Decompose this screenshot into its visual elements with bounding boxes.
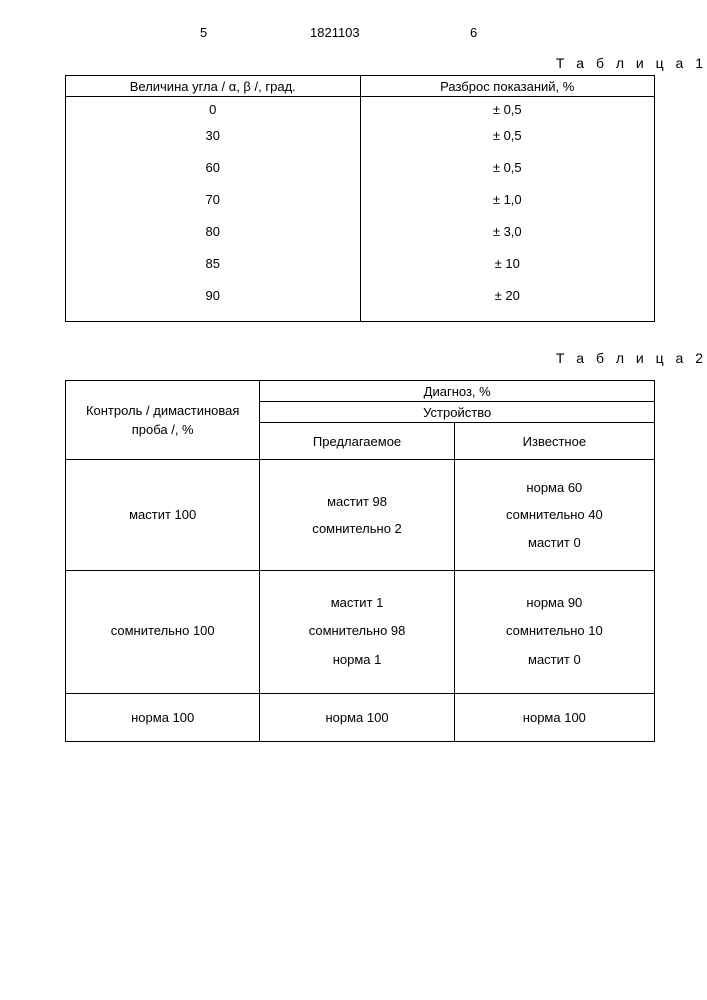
table1-spread: ± 0,5: [361, 157, 655, 189]
table1-col2-header: Разброс показаний, %: [360, 76, 655, 97]
table1-angle: 70: [66, 189, 360, 221]
table1-angle: 80: [66, 221, 360, 253]
table2-caption: Т а б л и ц а 2: [0, 350, 707, 366]
table2-col1-header-l1: Контроль / димастиновая: [86, 403, 239, 418]
table2-known-header: Известное: [454, 423, 654, 460]
table2-col1-header-l2: проба /, %: [132, 422, 194, 437]
table1: Величина угла / α, β /, град. Разброс по…: [65, 75, 655, 322]
table1-caption: Т а б л и ц а 1: [0, 55, 707, 71]
table2: Контроль / димастиновая проба /, % Диагн…: [65, 380, 655, 742]
table2-control-cell: сомнительно 100: [66, 570, 260, 693]
table1-angle: 90: [66, 285, 360, 317]
table1-spread: ± 1,0: [361, 189, 655, 221]
table2-known-cell: норма 100: [454, 693, 654, 741]
table1-spread: ± 20: [361, 285, 655, 317]
table2-control: мастит 100: [66, 487, 259, 542]
table1-spread: ± 3,0: [361, 221, 655, 253]
table2-row: мастит 100 мастит 98 сомнительно 2 норма…: [66, 460, 655, 571]
table2-device-header: Устройство: [260, 402, 655, 423]
page-number-right: 6: [470, 25, 477, 40]
table2-row: норма 100 норма 100 норма 100: [66, 693, 655, 741]
table1-angle: 30: [66, 125, 360, 157]
table1-spread: ± 10: [361, 253, 655, 285]
table2-proposed-line: сомнительно 2: [264, 515, 449, 542]
table1-angle: 85: [66, 253, 360, 285]
table2-known-cell: норма 90 сомнительно 10 мастит 0: [454, 570, 654, 693]
table2-known-cell: норма 60 сомнительно 40 мастит 0: [454, 460, 654, 571]
table2-proposed-cell: норма 100: [260, 693, 454, 741]
table2-known-line: мастит 0: [459, 646, 650, 675]
table2-proposed-line: мастит 1: [264, 589, 449, 618]
table2-row: сомнительно 100 мастит 1 сомнительно 98 …: [66, 570, 655, 693]
page-number-left: 5: [200, 25, 207, 40]
table2-control-cell: мастит 100: [66, 460, 260, 571]
table1-col1-header: Величина угла / α, β /, град.: [66, 76, 361, 97]
table1-col2-body: ± 0,5 ± 0,5 ± 0,5 ± 1,0 ± 3,0 ± 10 ± 20: [360, 97, 655, 322]
table2-known-line: норма 90: [459, 589, 650, 618]
table1-spread: ± 0,5: [361, 125, 655, 157]
table2-table: Контроль / димастиновая проба /, % Диагн…: [65, 380, 655, 742]
table2-diag-header: Диагноз, %: [260, 381, 655, 402]
table2-proposed-line: норма 1: [264, 646, 449, 675]
table2-col1-header: Контроль / димастиновая проба /, %: [66, 381, 260, 460]
document-number: 1821103: [310, 25, 360, 40]
table1-angle: 60: [66, 157, 360, 189]
table2-control-cell: норма 100: [66, 693, 260, 741]
table2-known-line: мастит 0: [459, 529, 650, 556]
table2-proposed-line: мастит 98: [264, 488, 449, 515]
table1-spread: ± 0,5: [361, 103, 655, 125]
table1-body-row: 0 30 60 70 80 85 90 ± 0,5 ± 0,5 ± 0,5 ± …: [66, 97, 655, 322]
table1-header-row: Величина угла / α, β /, град. Разброс по…: [66, 76, 655, 97]
table1-col1-body: 0 30 60 70 80 85 90: [66, 97, 361, 322]
table2-proposed-header: Предлагаемое: [260, 423, 454, 460]
table2-proposed-cell: мастит 98 сомнительно 2: [260, 460, 454, 571]
table2-known-line: норма 60: [459, 474, 650, 501]
table2-known-line: сомнительно 10: [459, 617, 650, 646]
table2-proposed-line: сомнительно 98: [264, 617, 449, 646]
table2-known-line: норма 100: [455, 694, 654, 741]
table2-header-row1: Контроль / димастиновая проба /, % Диагн…: [66, 381, 655, 402]
table2-known-line: сомнительно 40: [459, 501, 650, 528]
table2-proposed-line: норма 100: [260, 694, 453, 741]
table2-control: сомнительно 100: [66, 599, 259, 664]
table1-angle: 0: [66, 103, 360, 125]
table1-table: Величина угла / α, β /, град. Разброс по…: [65, 75, 655, 322]
table2-control: норма 100: [66, 694, 259, 741]
table2-proposed-cell: мастит 1 сомнительно 98 норма 1: [260, 570, 454, 693]
